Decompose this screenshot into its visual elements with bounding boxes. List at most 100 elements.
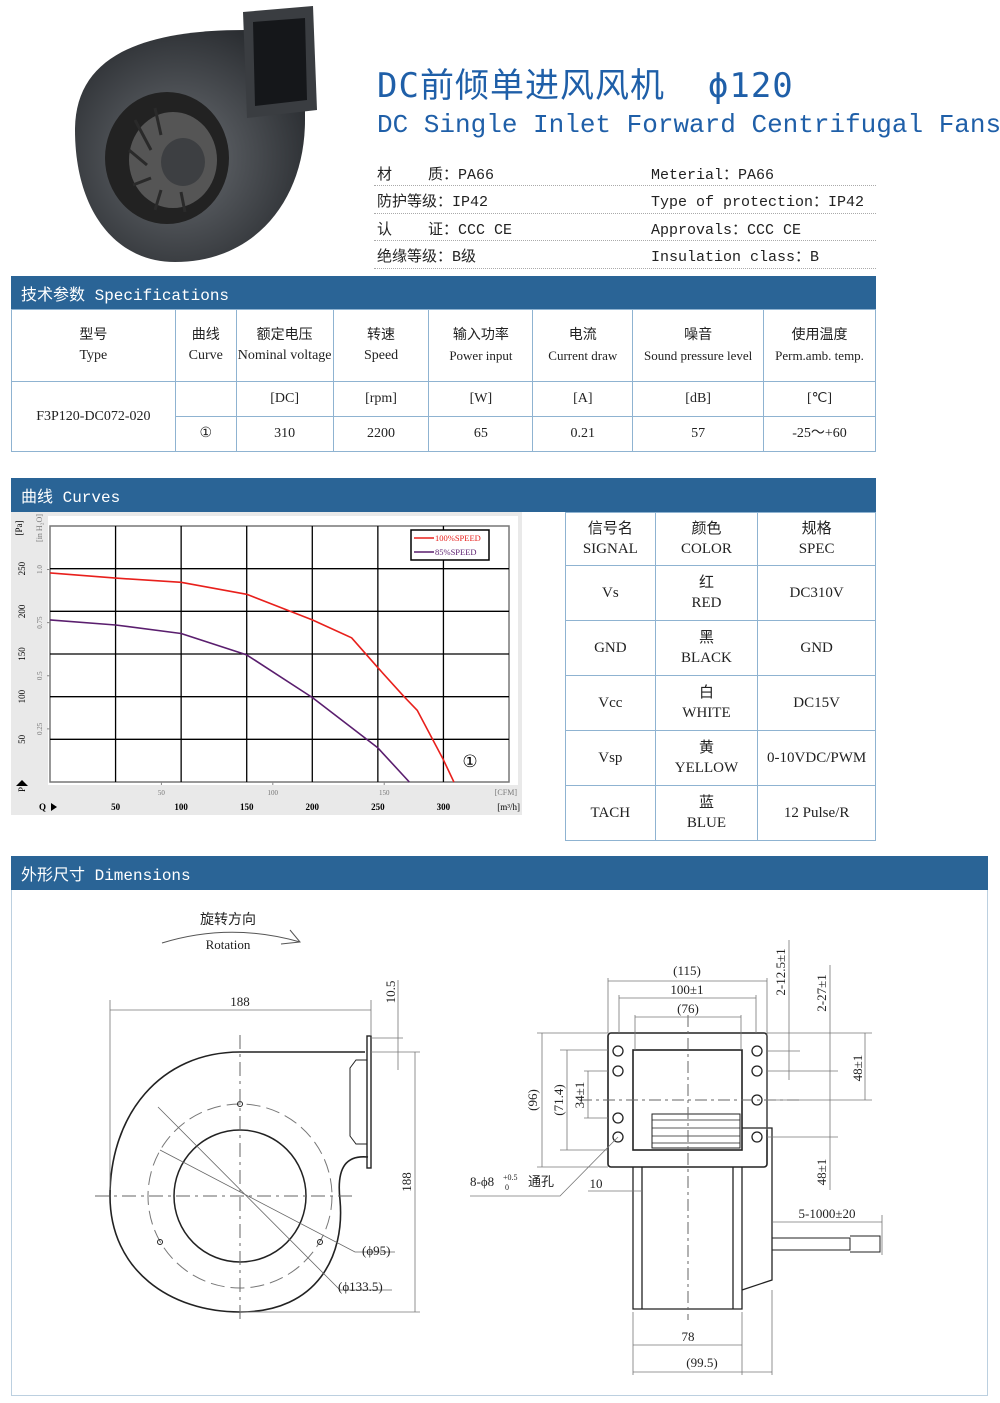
y-tick-label: 150 bbox=[17, 647, 27, 661]
dimensions-heading: 外形尺寸 Dimensions bbox=[11, 856, 988, 890]
divider bbox=[374, 268, 876, 269]
col-speed: 转速 Speed bbox=[332, 309, 430, 382]
divider bbox=[374, 185, 876, 186]
rotation-indicator: 旋转方向 Rotation bbox=[161, 912, 301, 952]
inh2o-tick-label: 0.25 bbox=[36, 722, 44, 735]
unit-curve-empty bbox=[174, 381, 237, 417]
dim-76: (76) bbox=[677, 1001, 699, 1016]
unit-noise: [dB] bbox=[632, 381, 765, 417]
col-noise: 噪音 Sound pressure level bbox=[632, 309, 765, 382]
dim-115: (115) bbox=[673, 963, 701, 978]
y-tick-label: 200 bbox=[17, 604, 27, 618]
x-tick-label: 250 bbox=[371, 802, 385, 812]
dim-99-5: (99.5) bbox=[686, 1355, 717, 1370]
dim-2-12-5: 2-12.5±1 bbox=[773, 948, 788, 995]
specs-table: 型号 Type 曲线 Curve 额定电压 Nominal voltage 转速 Spe… bbox=[11, 309, 876, 452]
signal-row: TACH 蓝 BLUE 12 Pulse/R bbox=[565, 785, 876, 841]
dim-width-188: 188 bbox=[230, 994, 250, 1009]
col-voltage: 额定电压 Nominal voltage bbox=[235, 309, 334, 382]
col-curve: 曲线 Curve bbox=[174, 309, 237, 382]
col-current: 电流 Current draw bbox=[532, 309, 634, 382]
dim-cable: 5-1000±20 bbox=[799, 1206, 856, 1221]
dim-holes-tol-down: 0 bbox=[505, 1183, 509, 1192]
performance-chart: 50 100 150 200 250 300 50 100 150 200 250 50 100 150 0… bbox=[11, 512, 522, 815]
col-type: 型号 Type bbox=[11, 309, 176, 382]
value-temp: -25～+60 bbox=[763, 416, 876, 452]
value-power: 65 bbox=[428, 416, 534, 452]
unit-temp: [℃] bbox=[763, 381, 876, 417]
rotation-arrow-icon bbox=[161, 929, 301, 945]
dim-100: 100±1 bbox=[670, 982, 703, 997]
inh2o-tick-label: 0.75 bbox=[36, 616, 44, 629]
specs-heading: 技术参数 Specifications bbox=[11, 276, 876, 309]
unit-voltage: [DC] bbox=[235, 381, 334, 417]
property-material-cn: 材 质：PA66 bbox=[377, 167, 495, 184]
x-tick-label: 150 bbox=[240, 802, 254, 812]
dim-diameter-133-5: (ϕ133.5) bbox=[338, 1279, 383, 1294]
curve-100-speed bbox=[49, 572, 455, 783]
property-protection-en: Type of protection：IP42 bbox=[651, 194, 865, 211]
dim-flange-10-5: 10.5 bbox=[383, 981, 398, 1004]
divider bbox=[374, 213, 876, 214]
value-curve: ① bbox=[174, 416, 237, 452]
value-noise: 57 bbox=[632, 416, 765, 452]
x-unit-cfm: [CFM] bbox=[495, 788, 518, 797]
x-unit-m3h: [m³/h] bbox=[497, 802, 520, 812]
y-unit-inh2o: [in H₂O] bbox=[35, 514, 44, 542]
unit-speed: [rpm] bbox=[332, 381, 430, 417]
specs-units-row: F3P120-DC072-020 [DC] [rpm] [W] [A] [dB]… bbox=[11, 381, 876, 452]
y-unit-pa: [Pa] bbox=[14, 521, 24, 536]
dimension-drawing: 旋转方向 Rotation 188 10.5 188 (ϕ95) (ϕ133.5… bbox=[95, 912, 883, 1375]
cfm-tick-label: 150 bbox=[379, 789, 390, 797]
value-speed: 2200 bbox=[332, 416, 430, 452]
fan-product-photo bbox=[75, 6, 317, 262]
model-cell: F3P120-DC072-020 bbox=[11, 381, 176, 452]
front-view: (115) 100±1 (76) (96) (71.4) 34±1 2-12.5… bbox=[470, 940, 883, 1375]
col-spec: 规格 SPEC bbox=[757, 512, 876, 566]
x-tick-label: 200 bbox=[306, 802, 320, 812]
signal-row: Vcc 白 WHITE DC15V bbox=[565, 675, 876, 731]
svg-text:旋转方向: 旋转方向 bbox=[200, 912, 256, 928]
divider bbox=[374, 240, 876, 241]
value-voltage: 310 bbox=[235, 416, 334, 452]
product-title-en: DC Single Inlet Forward Centrifugal Fans bbox=[377, 110, 1000, 140]
dim-96: (96) bbox=[525, 1089, 540, 1111]
property-approvals-en: Approvals：CCC CE bbox=[651, 222, 802, 239]
dim-71-4: (71.4) bbox=[551, 1084, 566, 1115]
unit-current: [A] bbox=[532, 381, 634, 417]
side-view: 188 10.5 188 (ϕ95) (ϕ133.5) bbox=[95, 980, 420, 1320]
specs-value-row: ① 310 2200 65 0.21 57 -25～+60 bbox=[12, 416, 876, 452]
dim-48-b: 48±1 bbox=[814, 1159, 829, 1186]
specs-header-row: 型号 Type 曲线 Curve 额定电压 Nominal voltage 转速 Spe… bbox=[11, 309, 876, 382]
y-arrow-icon bbox=[16, 780, 28, 786]
y-tick-label: 250 bbox=[17, 561, 27, 575]
col-color: 颜色 COLOR bbox=[654, 512, 759, 566]
inh2o-tick-label: 0.5 bbox=[36, 671, 44, 680]
dim-2-27: 2-27±1 bbox=[814, 974, 829, 1011]
x-label-q: Q bbox=[39, 802, 46, 812]
curve-85-speed bbox=[49, 619, 410, 783]
signal-row: GND 黑 BLACK GND bbox=[565, 620, 876, 676]
x-tick-label: 100 bbox=[174, 802, 188, 812]
signal-header-row: 信号名 SIGNAL 颜色 COLOR 规格 SPEC bbox=[565, 512, 876, 566]
y-tick-label: 100 bbox=[17, 689, 27, 703]
dim-holes-tol-up: +0.5 bbox=[503, 1173, 518, 1182]
property-insulation-cn: 绝缘等级：B级 bbox=[377, 249, 477, 266]
dim-holes-cn: 通孔 bbox=[528, 1174, 554, 1189]
svg-text:Rotation: Rotation bbox=[206, 937, 251, 952]
cfm-tick-label: 50 bbox=[158, 789, 166, 797]
value-current: 0.21 bbox=[532, 416, 634, 452]
y-tick-label: 50 bbox=[17, 734, 27, 744]
property-protection-cn: 防护等级：IP42 bbox=[377, 194, 489, 211]
col-power: 输入功率 Power input bbox=[428, 309, 534, 382]
signal-row: Vs 红 RED DC310V bbox=[565, 565, 876, 621]
x-tick-label: 300 bbox=[437, 802, 451, 812]
unit-power: [W] bbox=[428, 381, 534, 417]
x-arrow-icon bbox=[51, 803, 57, 811]
dim-34: 34±1 bbox=[572, 1082, 587, 1109]
y-label-p: P bbox=[17, 787, 27, 792]
legend-label-100: 100%SPEED bbox=[435, 533, 481, 543]
col-temp: 使用温度 Perm.amb. temp. bbox=[763, 309, 876, 382]
product-title-cn: DC前倾单进风风机 ϕ120 bbox=[377, 66, 794, 106]
inh2o-tick-label: 1.0 bbox=[36, 565, 44, 574]
